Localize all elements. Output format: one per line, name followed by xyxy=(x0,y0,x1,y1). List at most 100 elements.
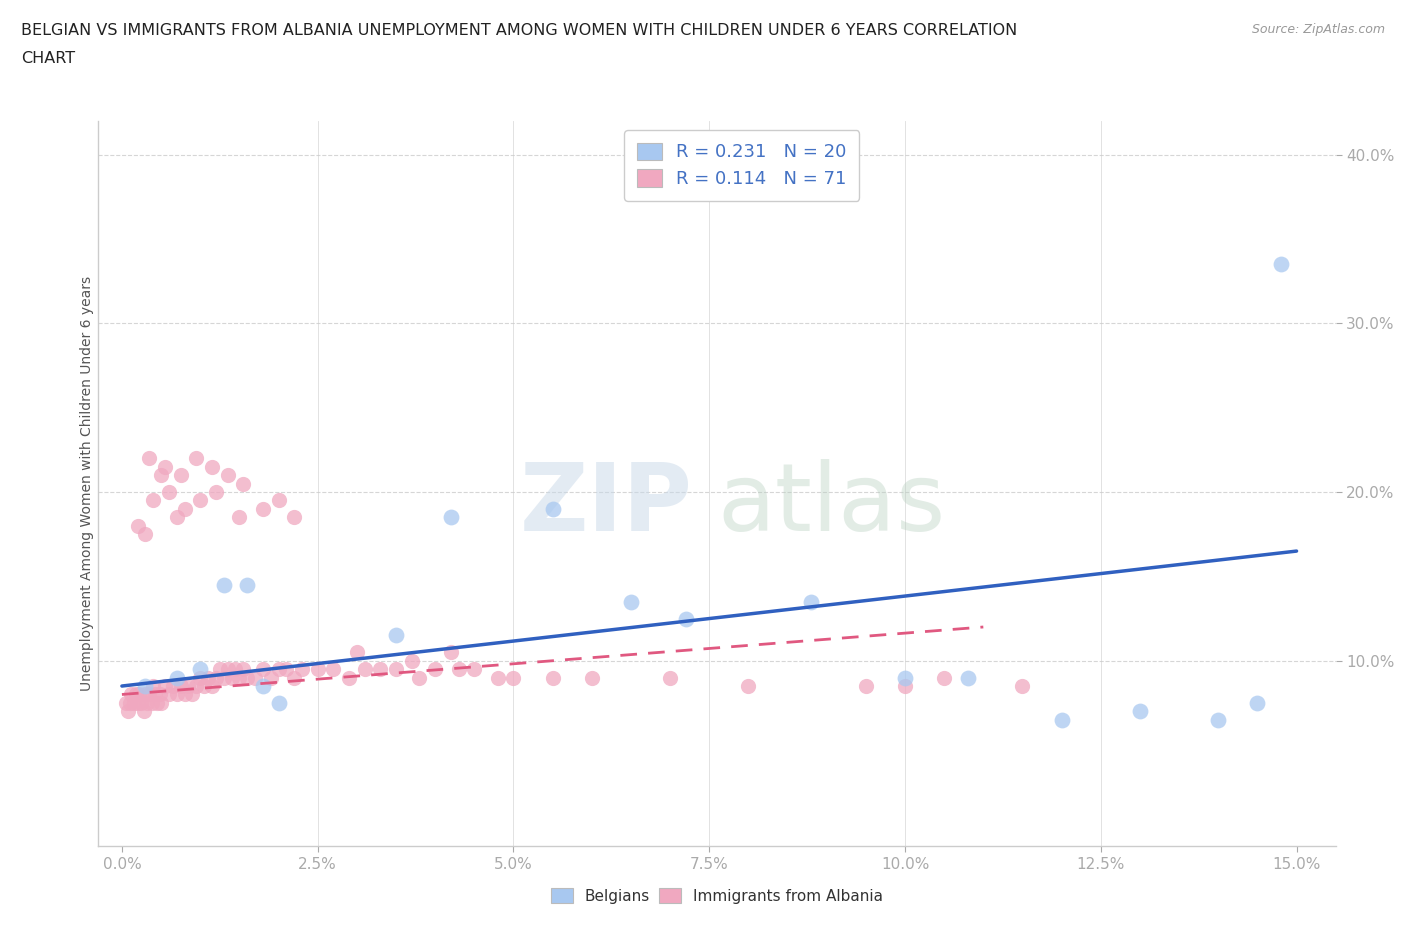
Point xyxy=(346,644,368,659)
Point xyxy=(138,687,160,702)
Point xyxy=(228,671,250,685)
Point xyxy=(224,662,246,677)
Point xyxy=(1011,679,1033,694)
Point xyxy=(162,679,184,694)
Point xyxy=(385,662,408,677)
Point xyxy=(337,671,360,685)
Point xyxy=(148,687,170,702)
Point xyxy=(1270,257,1292,272)
Y-axis label: Unemployment Among Women with Children Under 6 years: Unemployment Among Women with Children U… xyxy=(80,276,94,691)
Point xyxy=(173,687,195,702)
Point xyxy=(146,696,169,711)
Point xyxy=(153,679,176,694)
Point xyxy=(502,671,524,685)
Point xyxy=(855,679,877,694)
Point xyxy=(385,628,408,643)
Point xyxy=(169,468,191,483)
Point xyxy=(440,644,463,659)
Point xyxy=(236,578,259,592)
Point xyxy=(243,671,266,685)
Point xyxy=(252,679,274,694)
Point xyxy=(236,671,259,685)
Point xyxy=(127,518,149,533)
Point xyxy=(283,671,305,685)
Point xyxy=(956,671,979,685)
Point xyxy=(177,679,200,694)
Point xyxy=(737,679,759,694)
Point xyxy=(118,696,141,711)
Point xyxy=(134,526,156,541)
Point xyxy=(232,476,254,491)
Point xyxy=(201,459,224,474)
Point xyxy=(252,662,274,677)
Point xyxy=(1129,704,1152,719)
Point xyxy=(659,671,682,685)
Point xyxy=(188,493,211,508)
Point xyxy=(134,679,156,694)
Point xyxy=(166,671,188,685)
Point xyxy=(188,671,211,685)
Point xyxy=(169,679,191,694)
Point xyxy=(131,696,153,711)
Point xyxy=(620,594,643,609)
Point xyxy=(157,687,180,702)
Point xyxy=(136,696,159,711)
Point xyxy=(217,468,239,483)
Point xyxy=(675,611,697,626)
Point xyxy=(208,662,231,677)
Point xyxy=(221,671,243,685)
Point xyxy=(141,696,163,711)
Point xyxy=(291,662,314,677)
Point xyxy=(138,451,160,466)
Point xyxy=(541,501,564,516)
Point xyxy=(353,662,375,677)
Point xyxy=(150,468,173,483)
Point xyxy=(447,662,470,677)
Point xyxy=(205,671,228,685)
Point xyxy=(894,671,917,685)
Point xyxy=(1206,712,1229,727)
Point xyxy=(800,594,823,609)
Point xyxy=(157,485,180,499)
Point xyxy=(252,501,274,516)
Point xyxy=(370,662,392,677)
Point xyxy=(276,662,298,677)
Point xyxy=(307,662,329,677)
Point xyxy=(188,662,211,677)
Point xyxy=(186,679,208,694)
Point xyxy=(408,671,430,685)
Point xyxy=(125,687,148,702)
Point xyxy=(205,485,228,499)
Text: CHART: CHART xyxy=(21,51,75,66)
Point xyxy=(1246,696,1268,711)
Point xyxy=(134,687,156,702)
Point xyxy=(173,501,195,516)
Point xyxy=(127,696,149,711)
Point xyxy=(541,671,564,685)
Point xyxy=(117,704,139,719)
Point xyxy=(166,510,188,525)
Point xyxy=(463,662,485,677)
Point xyxy=(217,662,239,677)
Point xyxy=(122,696,145,711)
Point xyxy=(128,687,150,702)
Point xyxy=(120,687,142,702)
Point xyxy=(401,653,423,668)
Text: ZIP: ZIP xyxy=(519,459,692,551)
Point xyxy=(132,704,155,719)
Text: Source: ZipAtlas.com: Source: ZipAtlas.com xyxy=(1251,23,1385,36)
Point xyxy=(114,696,136,711)
Point xyxy=(212,671,235,685)
Point xyxy=(197,671,219,685)
Point xyxy=(212,578,235,592)
Point xyxy=(166,687,188,702)
Point xyxy=(142,493,165,508)
Point xyxy=(186,451,208,466)
Point xyxy=(181,687,204,702)
Point xyxy=(1050,712,1073,727)
Point xyxy=(267,493,290,508)
Point xyxy=(228,510,250,525)
Point xyxy=(143,687,166,702)
Legend: Belgians, Immigrants from Albania: Belgians, Immigrants from Albania xyxy=(544,881,890,911)
Point xyxy=(934,671,956,685)
